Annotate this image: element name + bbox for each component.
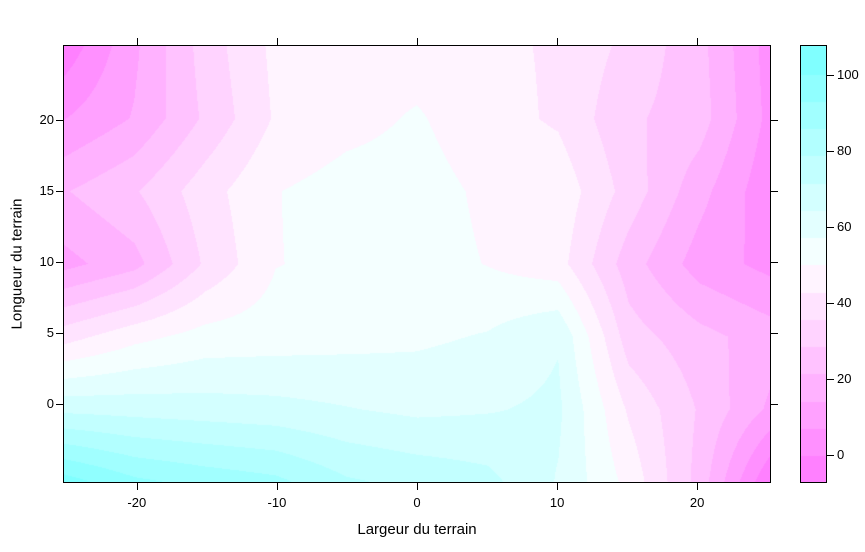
x-tick-label: 20 [689,495,705,510]
legend-tick-label: 60 [837,218,852,234]
legend-tick-mark [827,226,834,228]
y-tick-mark-right [771,403,778,405]
y-tick-mark [56,119,63,121]
x-tick-label: -20 [127,495,147,510]
x-tick-label: -10 [267,495,287,510]
legend-tick-label: 0 [837,447,845,462]
x-tick-mark [417,483,418,490]
legend-tick-mark [827,378,834,380]
y-tick-mark-right [771,332,778,334]
y-tick-label: 0 [46,395,54,411]
x-axis-title: Largeur du terrain [357,521,477,538]
x-tick-mark [697,483,699,490]
y-tick-mark-right [771,261,778,263]
x-tick-mark [276,483,278,490]
legend-tick-mark [827,74,834,76]
y-tick-mark [56,261,63,263]
y-tick-mark [56,403,63,405]
legend-tick-mark [827,302,834,304]
x-tick-mark-top [697,38,699,45]
contour-plot-canvas [64,46,770,482]
legend-colorbar-canvas [801,46,826,482]
x-tick-label: 0 [413,495,421,510]
y-tick-mark-right [771,119,778,121]
legend-tick-label: 20 [837,370,852,386]
x-tick-mark-top [557,38,559,45]
y-tick-mark [56,190,63,192]
x-tick-mark [136,483,138,490]
y-tick-mark [56,332,63,334]
legend-tick-label: 40 [837,294,852,310]
x-tick-label: 10 [549,495,565,510]
x-tick-mark-top [136,38,138,45]
x-tick-mark-top [417,38,418,45]
x-tick-mark [557,483,559,490]
legend-tick-label: 80 [837,142,852,158]
legend-tick-label: 100 [837,66,859,82]
legend-tick-mark [827,455,834,456]
x-tick-mark-top [276,38,278,45]
y-tick-label: 15 [39,182,54,198]
y-tick-label: 10 [39,253,54,269]
y-tick-mark-right [771,190,778,192]
legend-tick-mark [827,150,834,152]
y-axis-title: Longueur du terrain [8,198,26,330]
y-tick-label: 20 [39,111,54,127]
y-tick-label: 5 [46,324,54,340]
